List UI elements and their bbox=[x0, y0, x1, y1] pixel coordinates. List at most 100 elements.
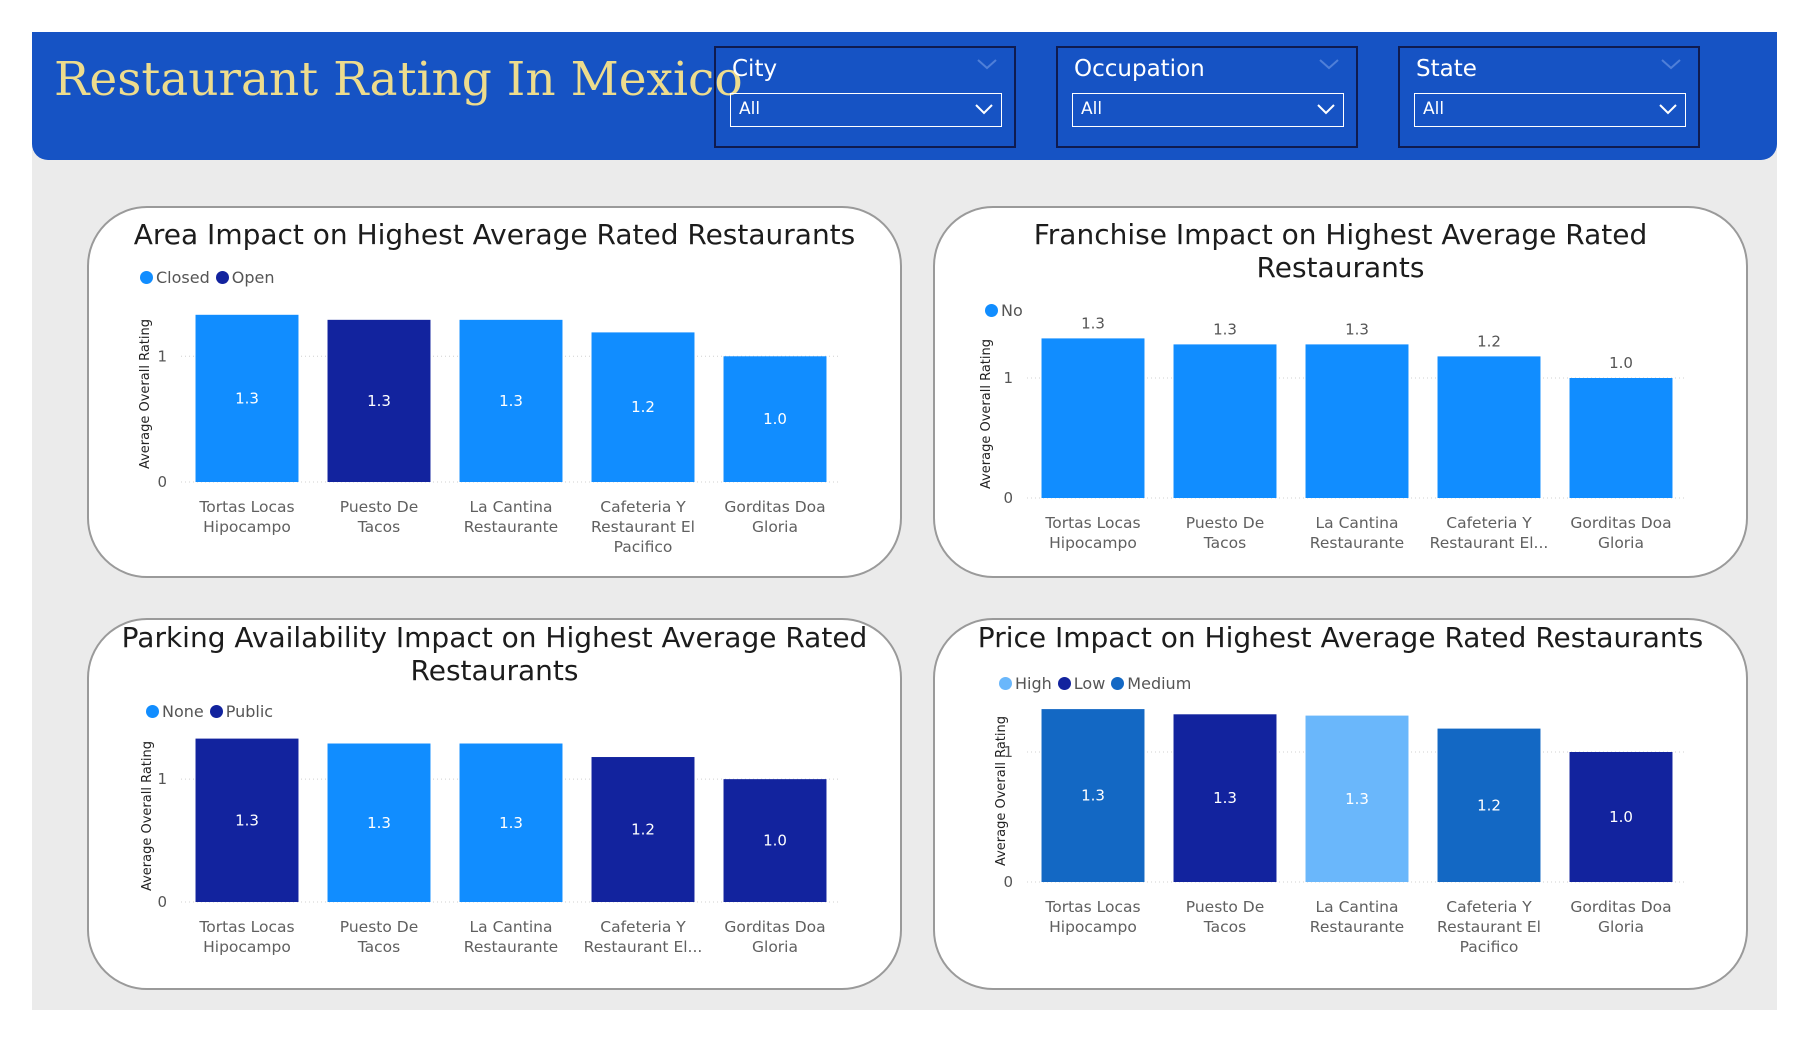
franchise-legend: No bbox=[985, 301, 1029, 320]
report-canvas: Restaurant Rating In Mexico City All Occ… bbox=[32, 32, 1777, 1010]
franchise-bar-chart: 0 1 Average Overall Rating 1.3 Tortas Locas H… bbox=[979, 314, 1687, 552]
x-tick-label: Pacifico bbox=[614, 538, 673, 556]
parking-chart-title: Parking Availability Impact on Highest A… bbox=[121, 621, 868, 687]
legend-item[interactable]: Public bbox=[209, 702, 274, 721]
x-tick-label: Gorditas Doa bbox=[1570, 514, 1671, 532]
legend-item[interactable]: None bbox=[146, 702, 204, 721]
data-label: 1.2 bbox=[631, 821, 655, 839]
bar[interactable] bbox=[591, 332, 695, 482]
data-label: 1.0 bbox=[1609, 354, 1633, 372]
page-title: Restaurant Rating In Mexico bbox=[54, 52, 743, 107]
x-tick-label: Gloria bbox=[752, 518, 798, 536]
city-dropdown[interactable]: All bbox=[730, 93, 1002, 127]
state-dropdown[interactable]: All bbox=[1414, 93, 1686, 127]
bar[interactable] bbox=[1437, 356, 1541, 498]
chevron-down-icon[interactable] bbox=[1318, 57, 1340, 71]
x-tick-label: Hipocampo bbox=[203, 518, 291, 536]
chevron-down-icon[interactable] bbox=[1657, 100, 1679, 118]
legend-label: Public bbox=[225, 702, 274, 721]
occupation-dropdown[interactable]: All bbox=[1072, 93, 1344, 127]
bar[interactable] bbox=[1305, 344, 1409, 498]
bar[interactable] bbox=[1437, 728, 1541, 882]
data-label: 1.2 bbox=[1477, 796, 1501, 814]
bar[interactable] bbox=[1305, 715, 1409, 882]
y-axis-label: Average Overall Rating bbox=[979, 339, 994, 489]
legend-item[interactable]: No bbox=[985, 301, 1023, 320]
data-label: 1.3 bbox=[499, 392, 523, 410]
data-label: 1.3 bbox=[1345, 790, 1369, 808]
bar[interactable] bbox=[1173, 344, 1277, 498]
y-tick-label: 0 bbox=[1003, 873, 1013, 891]
data-label: 1.0 bbox=[763, 832, 787, 850]
legend-label: High bbox=[1015, 674, 1052, 693]
bar[interactable] bbox=[1569, 378, 1673, 498]
x-tick-label: Hipocampo bbox=[1049, 918, 1137, 936]
bar[interactable] bbox=[723, 779, 827, 902]
x-tick-label: Restaurante bbox=[464, 518, 558, 536]
x-tick-label: La Cantina bbox=[470, 918, 553, 936]
x-tick-label: Puesto De bbox=[1186, 898, 1264, 916]
legend-item[interactable]: Closed bbox=[140, 268, 210, 287]
y-axis-label: Average Overall Rating bbox=[138, 319, 153, 469]
x-tick-label: Restaurant El bbox=[591, 518, 695, 536]
x-tick-label: Puesto De bbox=[340, 498, 418, 516]
legend-dot bbox=[985, 304, 998, 317]
x-tick-label: Restaurante bbox=[464, 938, 558, 956]
x-tick-label: Cafeteria Y bbox=[1446, 898, 1532, 916]
bar[interactable] bbox=[1041, 338, 1145, 498]
data-label: 1.3 bbox=[235, 389, 259, 407]
bar[interactable] bbox=[591, 757, 695, 902]
x-tick-label: La Cantina bbox=[470, 498, 553, 516]
x-tick-label: Restaurant El... bbox=[1430, 534, 1549, 552]
y-tick-label: 1 bbox=[1003, 743, 1013, 761]
bar[interactable] bbox=[1569, 752, 1673, 882]
x-tick-label: Gloria bbox=[1598, 918, 1644, 936]
legend-item[interactable]: High bbox=[999, 674, 1052, 693]
occupation-slicer[interactable]: Occupation All bbox=[1056, 46, 1358, 148]
legend-label: Medium bbox=[1127, 674, 1192, 693]
x-tick-label: Tortas Locas bbox=[198, 918, 294, 936]
x-tick-label: Restaurante bbox=[1310, 918, 1404, 936]
data-label: 1.3 bbox=[235, 811, 259, 829]
franchise-impact-card: Franchise Impact on Highest Average Rate… bbox=[933, 206, 1748, 578]
y-tick-label: 0 bbox=[1003, 489, 1013, 507]
chevron-down-icon[interactable] bbox=[1660, 57, 1682, 71]
occupation-dropdown-value: All bbox=[1081, 99, 1103, 119]
x-tick-label: Hipocampo bbox=[203, 938, 291, 956]
legend-dot bbox=[1057, 677, 1071, 690]
x-tick-label: Cafeteria Y bbox=[1446, 514, 1532, 532]
city-dropdown-value: All bbox=[739, 99, 761, 119]
city-slicer-label: City bbox=[732, 56, 778, 82]
parking-legend: None Public bbox=[146, 702, 279, 721]
legend-item[interactable]: Medium bbox=[1111, 674, 1191, 693]
bar[interactable] bbox=[195, 738, 299, 902]
price-legend: High Low Medium bbox=[999, 674, 1197, 693]
legend-label: No bbox=[1001, 301, 1023, 320]
bar[interactable] bbox=[195, 314, 299, 482]
legend-item[interactable]: Open bbox=[215, 268, 274, 287]
chevron-down-icon[interactable] bbox=[976, 57, 998, 71]
legend-item[interactable]: Low bbox=[1057, 674, 1105, 693]
bar[interactable] bbox=[459, 319, 563, 482]
y-tick-label: 1 bbox=[1003, 369, 1013, 387]
bar[interactable] bbox=[327, 743, 431, 902]
x-tick-label: Puesto De bbox=[340, 918, 418, 936]
bar[interactable] bbox=[459, 743, 563, 902]
y-axis-label: Average Overall Rating bbox=[140, 741, 155, 891]
x-tick-label: Gorditas Doa bbox=[1570, 898, 1671, 916]
chevron-down-icon[interactable] bbox=[973, 100, 995, 118]
y-tick-label: 0 bbox=[157, 893, 167, 911]
state-slicer[interactable]: State All bbox=[1398, 46, 1700, 148]
bar[interactable] bbox=[327, 319, 431, 482]
x-tick-label: Tacos bbox=[357, 518, 400, 536]
bar[interactable] bbox=[1173, 714, 1277, 882]
x-tick-label: Gorditas Doa bbox=[724, 498, 825, 516]
bar[interactable] bbox=[723, 356, 827, 482]
chevron-down-icon[interactable] bbox=[1315, 100, 1337, 118]
x-tick-label: Puesto De bbox=[1186, 514, 1264, 532]
bar[interactable] bbox=[1041, 709, 1145, 882]
data-label: 1.3 bbox=[1213, 789, 1237, 807]
city-slicer[interactable]: City All bbox=[714, 46, 1016, 148]
area-impact-card: Area Impact on Highest Average Rated Res… bbox=[87, 206, 902, 578]
